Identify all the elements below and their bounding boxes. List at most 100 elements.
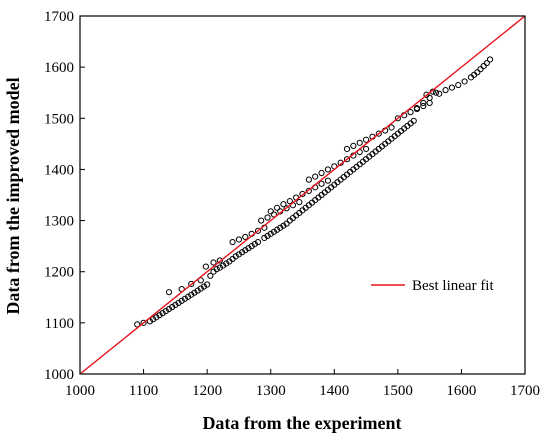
- data-point: [232, 253, 239, 260]
- data-point: [362, 145, 370, 153]
- data-point: [254, 227, 262, 234]
- data-point: [305, 187, 312, 195]
- data-point: [267, 208, 274, 215]
- data-point: [388, 124, 395, 131]
- plot-frame: [79, 15, 526, 375]
- data-point: [436, 90, 443, 97]
- data-point: [172, 301, 179, 309]
- data-point: [343, 145, 351, 153]
- data-point: [188, 280, 195, 288]
- data-point: [140, 319, 147, 326]
- data-point: [207, 272, 214, 279]
- data-point: [219, 262, 227, 269]
- data-point: [270, 211, 277, 218]
- data-point: [197, 277, 204, 284]
- data-point: [283, 205, 290, 212]
- data-point: [483, 59, 490, 67]
- data-point: [273, 204, 281, 211]
- data-point: [210, 259, 217, 266]
- data-point: [242, 247, 249, 254]
- data-point: [299, 190, 306, 198]
- data-point: [486, 56, 494, 63]
- y-tick-label: 1200: [44, 265, 74, 281]
- y-axis: 1000 1100 1200 1300 1400 1500 1600 1700: [44, 9, 85, 383]
- data-point: [432, 89, 440, 96]
- data-point: [318, 169, 325, 177]
- data-point: [448, 84, 455, 91]
- data-point: [394, 115, 401, 122]
- data-point: [324, 166, 332, 173]
- data-point: [375, 130, 382, 137]
- data-point: [477, 66, 484, 73]
- data-point: [162, 307, 169, 315]
- data-point: [202, 263, 209, 270]
- legend: Best linear fit: [371, 278, 494, 294]
- data-point: [165, 305, 173, 313]
- data-point: [258, 217, 265, 224]
- y-tick-label: 1400: [44, 162, 74, 178]
- data-point: [194, 287, 201, 294]
- data-point: [188, 291, 195, 298]
- data-point: [223, 260, 230, 267]
- data-point: [197, 285, 204, 292]
- x-tick-label: 1300: [256, 383, 286, 399]
- data-point: [248, 243, 255, 250]
- data-point: [283, 220, 290, 227]
- data-point: [420, 99, 427, 107]
- data-point: [204, 281, 211, 288]
- data-point: [318, 180, 325, 187]
- data-point: [191, 289, 198, 296]
- data-point: [156, 312, 163, 319]
- data-point: [251, 241, 258, 248]
- data-point: [356, 139, 363, 146]
- data-point: [426, 99, 433, 107]
- data-point: [175, 299, 182, 307]
- legend-label-best-linear-fit: Best linear fit: [412, 278, 494, 294]
- data-point: [216, 257, 223, 264]
- data-point: [264, 232, 271, 240]
- data-point: [423, 91, 430, 98]
- data-point: [413, 104, 421, 112]
- x-tick-label: 1100: [129, 383, 158, 399]
- best-linear-fit-line: [80, 16, 525, 374]
- data-point: [312, 173, 319, 180]
- y-tick-label: 1700: [44, 9, 74, 25]
- data-point: [216, 264, 223, 271]
- data-point: [181, 295, 188, 302]
- data-point: [280, 201, 287, 208]
- y-tick-label: 1500: [44, 111, 74, 127]
- data-point: [261, 234, 268, 242]
- data-point: [280, 222, 287, 229]
- data-point: [178, 297, 185, 304]
- data-point: [239, 249, 246, 256]
- data-point: [200, 283, 208, 290]
- data-point: [286, 198, 293, 205]
- data-point: [455, 81, 462, 89]
- x-tick-label: 1700: [510, 383, 540, 399]
- data-point: [159, 310, 166, 317]
- data-point: [242, 233, 249, 241]
- data-point: [296, 199, 303, 206]
- data-point: [165, 289, 173, 296]
- data-point: [343, 156, 351, 163]
- data-point: [305, 176, 312, 183]
- x-tick-label: 1400: [319, 383, 349, 399]
- x-axis: 1000 1100 1200 1300 1400 1500 1600 1700: [65, 369, 540, 399]
- data-point: [245, 245, 252, 252]
- data-point: [420, 102, 427, 110]
- data-point: [229, 238, 236, 246]
- y-tick-label: 1100: [45, 316, 74, 332]
- data-point: [407, 109, 414, 116]
- plot-area: [80, 16, 525, 374]
- data-point: [273, 226, 281, 233]
- data-point: [270, 228, 277, 235]
- data-point: [426, 94, 433, 101]
- data-point: [277, 224, 284, 231]
- data-point: [169, 303, 176, 311]
- data-point: [213, 266, 220, 273]
- data-point: [264, 214, 271, 221]
- data-point: [324, 177, 332, 184]
- y-tick-label: 1300: [44, 214, 74, 230]
- data-point: [150, 316, 157, 323]
